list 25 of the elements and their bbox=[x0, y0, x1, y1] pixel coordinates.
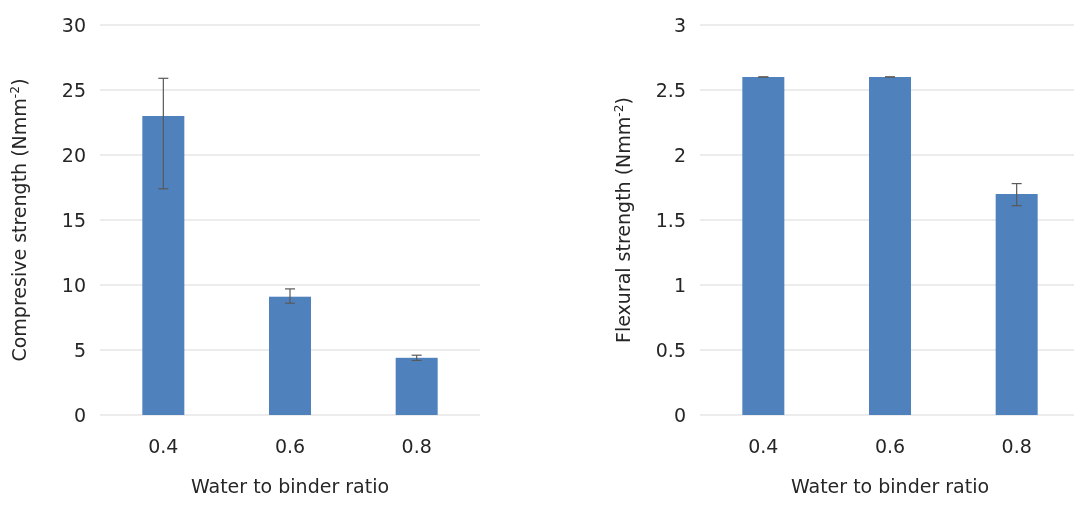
x-tick-label: 0.6 bbox=[874, 435, 906, 457]
y-tick-label: 3 bbox=[673, 13, 686, 36]
bar bbox=[395, 357, 438, 415]
x-axis-title: Water to binder ratio bbox=[190, 475, 390, 497]
y-tick-label: 5 bbox=[73, 338, 86, 361]
y-tick-label: 30 bbox=[61, 13, 86, 36]
y-tick-label: 15 bbox=[61, 208, 86, 231]
y-tick-label: 0 bbox=[73, 403, 86, 426]
y-tick-label: 0 bbox=[673, 403, 686, 426]
y-tick-label: 1 bbox=[673, 273, 686, 296]
y-tick-label: 1.5 bbox=[655, 208, 686, 231]
bar bbox=[142, 116, 185, 415]
y-tick-label: 20 bbox=[61, 143, 86, 166]
y-tick-label: 2.5 bbox=[655, 78, 686, 101]
x-axis-title: Water to binder ratio bbox=[790, 475, 990, 497]
x-tick-label: 0.8 bbox=[1001, 435, 1032, 457]
x-tick-label: 0.4 bbox=[748, 435, 779, 457]
y-tick-label: 25 bbox=[61, 78, 86, 101]
y-tick-label: 2 bbox=[673, 143, 686, 166]
y-tick-label: 10 bbox=[61, 273, 86, 296]
y-tick-label: 0.5 bbox=[655, 338, 686, 361]
bar bbox=[269, 296, 311, 415]
x-tick-label: 0.4 bbox=[148, 435, 179, 457]
x-tick-label: 0.8 bbox=[401, 435, 432, 457]
x-tick-label: 0.6 bbox=[274, 435, 306, 457]
